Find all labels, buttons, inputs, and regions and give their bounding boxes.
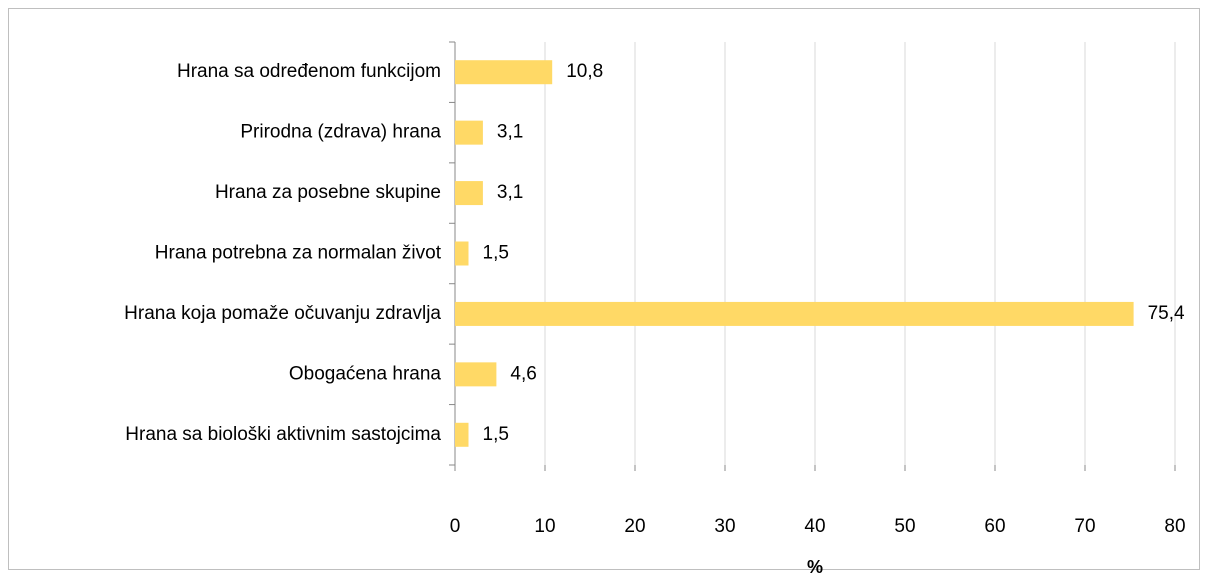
x-tick-label: 30 [714,516,735,537]
y-tick-label: Hrana sa određenom funkcijom [177,61,441,82]
y-tick-label: Hrana koja pomaže očuvanju zdravlja [124,303,441,324]
x-tick-label: 0 [450,516,461,537]
data-label: 1,5 [483,424,509,445]
x-tick-label: 70 [1074,516,1095,537]
bar [455,362,497,387]
y-tick-label: Prirodna (zdrava) hrana [240,122,441,143]
bar [455,241,469,266]
x-tick-label: 80 [1164,516,1185,537]
data-label: 1,5 [483,243,509,264]
bar [455,301,1134,326]
data-label: 3,1 [497,122,523,143]
data-label: 75,4 [1148,303,1185,324]
chart-border [8,8,1200,570]
y-tick-label: Hrana za posebne skupine [215,182,441,203]
x-tick-label: 50 [894,516,915,537]
bar [455,60,553,85]
bar [455,181,483,206]
data-label: 10,8 [566,61,603,82]
x-tick-label: 40 [804,516,825,537]
x-tick-label: 20 [624,516,645,537]
data-label: 3,1 [497,182,523,203]
data-label: 4,6 [510,363,536,384]
x-axis-label: % [807,557,823,577]
x-tick-label: 10 [534,516,555,537]
y-tick-label: Obogaćena hrana [289,363,442,384]
bar [455,422,469,447]
x-tick-label: 60 [984,516,1005,537]
y-tick-label: Hrana potrebna za normalan život [155,243,442,264]
y-tick-label: Hrana sa biološki aktivnim sastojcima [125,424,441,445]
bar [455,120,483,145]
